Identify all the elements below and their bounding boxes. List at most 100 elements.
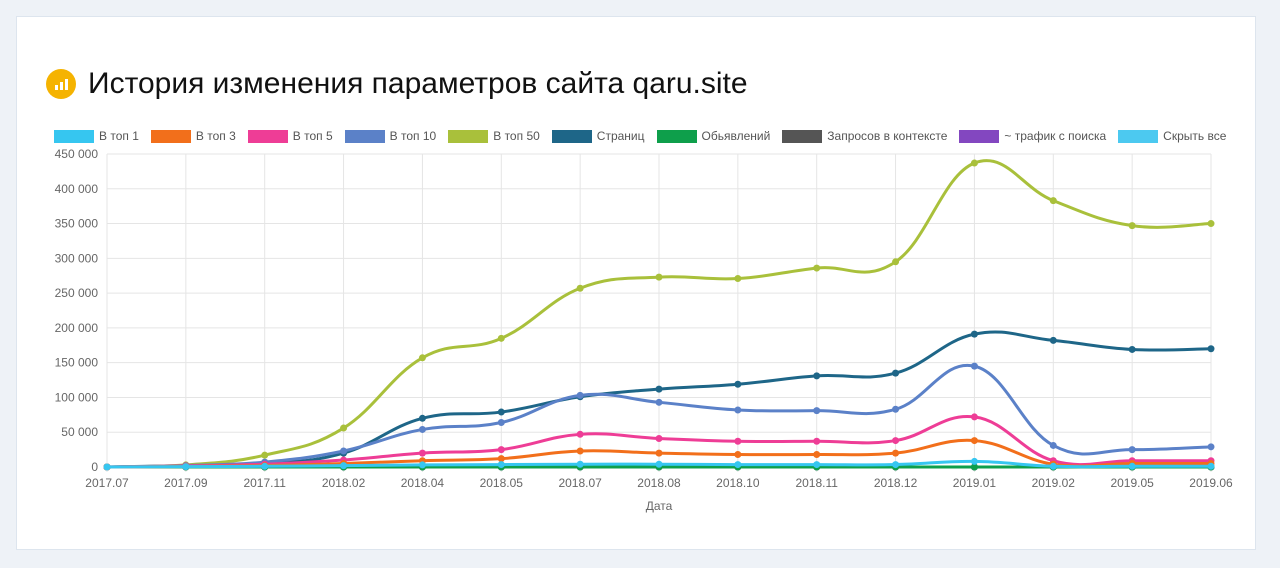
series-5-point bbox=[497, 408, 505, 416]
series-0-point bbox=[970, 457, 978, 465]
y-tick-label: 450 000 bbox=[55, 147, 99, 161]
series-4-point bbox=[970, 159, 978, 167]
x-tick-label: 2018.04 bbox=[401, 476, 445, 490]
x-tick-label: 2018.11 bbox=[795, 476, 838, 490]
legend-swatch bbox=[448, 129, 489, 143]
y-tick-label: 0 bbox=[91, 460, 98, 474]
legend-item-6[interactable]: Обьявлений bbox=[656, 129, 771, 143]
legend-item-5[interactable]: Страниц bbox=[551, 129, 645, 143]
x-tick-label: 2017.07 bbox=[85, 476, 129, 490]
series-1-point bbox=[497, 455, 505, 463]
series-2-point bbox=[892, 437, 900, 445]
series-5-point bbox=[1128, 345, 1136, 353]
series-2-point bbox=[734, 437, 742, 445]
y-tick-label: 200 000 bbox=[55, 321, 99, 335]
legend-label: Запросов в контексте bbox=[827, 129, 948, 143]
series-2-point bbox=[576, 430, 584, 438]
series-4-point bbox=[497, 334, 505, 342]
legend-swatch bbox=[54, 129, 94, 143]
legend-label: В топ 50 bbox=[493, 129, 540, 143]
series-0-point bbox=[892, 461, 900, 469]
x-tick-label: 2018.05 bbox=[480, 476, 524, 490]
y-tick-label: 50 000 bbox=[61, 425, 98, 439]
legend-label: Обьявлений bbox=[701, 129, 771, 143]
y-tick-label: 100 000 bbox=[55, 390, 99, 404]
page-title: История изменения параметров сайта qaru.… bbox=[88, 67, 748, 100]
series-4-point bbox=[734, 275, 742, 283]
series-3-point bbox=[655, 398, 663, 406]
legend-item-8[interactable]: ~ трафик с поиска bbox=[959, 129, 1106, 143]
legend-label: ~ трафик с поиска bbox=[1004, 129, 1107, 143]
series-2-point bbox=[497, 446, 505, 454]
series-4-point bbox=[576, 284, 584, 292]
series-3-point bbox=[813, 407, 821, 415]
legend-item-3[interactable]: В топ 10 bbox=[344, 129, 437, 143]
series-0-point bbox=[1128, 462, 1136, 470]
legend-swatch bbox=[656, 129, 697, 143]
x-tick-label: 2018.12 bbox=[874, 476, 918, 490]
series-3-point bbox=[1207, 443, 1215, 451]
legend-swatch bbox=[782, 129, 823, 143]
bar-chart-icon bbox=[46, 69, 76, 99]
series-4-point bbox=[892, 258, 900, 266]
series-4-point bbox=[418, 354, 426, 362]
x-tick-label: 2019.05 bbox=[1110, 476, 1154, 490]
series-0-point bbox=[497, 461, 505, 469]
series-0-point bbox=[340, 462, 348, 470]
series-6-point bbox=[970, 463, 978, 471]
legend-item-0[interactable]: В топ 1 bbox=[54, 129, 139, 143]
x-tick-label: 2018.07 bbox=[558, 476, 602, 490]
series-3-point bbox=[734, 406, 742, 414]
series-5-point bbox=[734, 380, 742, 388]
legend-label: В топ 5 bbox=[292, 129, 333, 143]
series-3-point bbox=[1128, 446, 1136, 454]
series-5-point bbox=[1049, 336, 1057, 344]
series-3-point bbox=[497, 418, 505, 426]
legend-swatch bbox=[247, 129, 288, 143]
series-1-point bbox=[970, 437, 978, 445]
series-5-point bbox=[892, 369, 900, 377]
series-3-point bbox=[418, 425, 426, 433]
series-5-point bbox=[1207, 345, 1215, 353]
series-0-point bbox=[1207, 462, 1215, 470]
legend-swatch bbox=[344, 129, 385, 143]
series-4-point bbox=[1207, 220, 1215, 228]
series-4-point bbox=[655, 273, 663, 281]
series-4-point bbox=[1128, 222, 1136, 230]
series-3-point bbox=[970, 362, 978, 370]
hide-all-button[interactable]: Скрыть все bbox=[1118, 129, 1226, 143]
series-0-point bbox=[182, 463, 190, 471]
series-0-point bbox=[418, 461, 426, 469]
series-0-point bbox=[103, 463, 111, 471]
x-tick-label: 2018.10 bbox=[716, 476, 760, 490]
series-0-group bbox=[103, 457, 1215, 471]
legend-swatch bbox=[1118, 129, 1159, 143]
series-4-point bbox=[340, 424, 348, 432]
series-2-point bbox=[970, 413, 978, 421]
legend-swatch bbox=[959, 129, 1000, 143]
x-tick-label: 2018.08 bbox=[637, 476, 681, 490]
legend-item-1[interactable]: В топ 3 bbox=[150, 129, 236, 143]
series-1-point bbox=[892, 449, 900, 457]
series-5-point bbox=[813, 372, 821, 380]
series-2-point bbox=[813, 437, 821, 445]
x-tick-label: 2017.09 bbox=[164, 476, 208, 490]
x-axis-label: Дата bbox=[646, 499, 673, 513]
chart-header: История изменения параметров сайта qaru.… bbox=[46, 64, 748, 104]
legend-item-4[interactable]: В топ 50 bbox=[448, 129, 540, 143]
legend-swatch bbox=[150, 129, 191, 143]
legend-label: В топ 3 bbox=[195, 129, 236, 143]
series-2-point bbox=[655, 434, 663, 442]
series-4-point bbox=[1049, 197, 1057, 205]
series-1-point bbox=[576, 447, 584, 455]
series-0-point bbox=[734, 461, 742, 469]
legend-item-2[interactable]: В топ 5 bbox=[247, 129, 333, 143]
series-0-point bbox=[655, 460, 663, 468]
legend-label: В топ 10 bbox=[389, 129, 437, 143]
series-4-point bbox=[813, 264, 821, 272]
y-tick-label: 400 000 bbox=[55, 182, 99, 196]
series-3-line bbox=[106, 363, 1212, 469]
legend-item-7[interactable]: Запросов в контексте bbox=[782, 129, 947, 143]
series-2-point bbox=[418, 449, 426, 457]
